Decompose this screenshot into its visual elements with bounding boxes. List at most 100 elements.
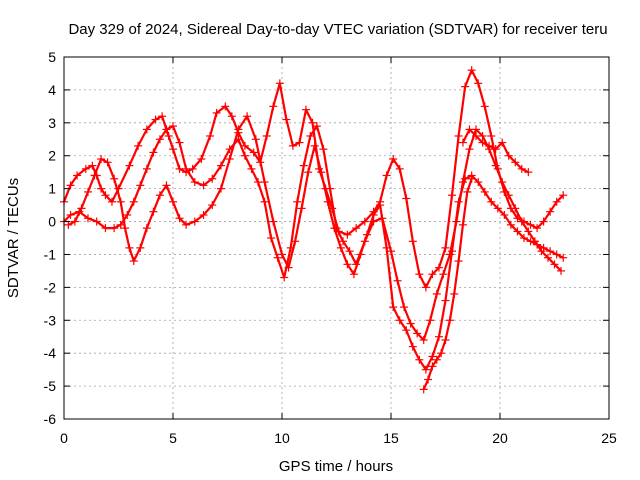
data-point-marker: [280, 273, 289, 282]
data-point-marker: [491, 161, 500, 170]
data-point-marker: [66, 210, 75, 219]
plot-frame: [63, 56, 610, 420]
data-point-marker: [81, 164, 90, 173]
data-point-marker: [199, 181, 208, 190]
data-point-marker: [498, 138, 507, 147]
data-point-marker: [336, 243, 345, 252]
data-point-marker: [116, 197, 125, 206]
data-point-marker: [421, 283, 430, 292]
data-point-marker: [389, 303, 398, 312]
data-point-marker: [524, 227, 533, 236]
data-point-marker: [243, 112, 252, 121]
data-point-marker: [151, 115, 160, 124]
data-point-marker: [526, 237, 535, 246]
y-tick-label: 2: [48, 148, 56, 164]
data-point-marker: [454, 197, 463, 206]
data-point-marker: [297, 204, 306, 213]
data-point-marker: [504, 191, 513, 200]
data-point-marker: [249, 148, 258, 157]
data-point-marker: [454, 257, 463, 266]
data-point-marker: [426, 316, 435, 325]
data-point-marker: [387, 247, 395, 256]
data-point-marker: [526, 220, 535, 229]
data-point-marker: [275, 79, 284, 88]
data-point-marker: [158, 112, 167, 121]
x-tick-label: 5: [169, 430, 177, 446]
data-point-marker: [273, 253, 282, 262]
data-point-marker: [467, 174, 476, 183]
data-point-marker: [474, 79, 483, 88]
data-point-marker: [546, 207, 555, 216]
data-point-marker: [389, 155, 398, 164]
data-point-marker: [306, 131, 315, 140]
data-point-marker: [175, 214, 184, 223]
data-point-marker: [260, 197, 269, 206]
data-point-marker: [428, 270, 437, 279]
data-point-marker: [487, 197, 496, 206]
x-tick-label: 20: [492, 430, 508, 446]
data-point-marker: [439, 270, 448, 279]
data-point-marker: [539, 243, 548, 252]
data-point-marker: [164, 131, 173, 140]
data-point-marker: [251, 135, 260, 144]
data-point-marker: [282, 115, 291, 124]
data-point-marker: [97, 155, 106, 164]
series-line-s3: [67, 115, 564, 371]
data-point-marker: [533, 224, 542, 233]
data-point-marker: [149, 148, 158, 157]
data-point-marker: [352, 224, 361, 233]
data-point-marker: [88, 161, 97, 170]
data-point-marker: [73, 171, 82, 180]
data-point-marker: [504, 151, 513, 160]
data-point-marker: [70, 217, 79, 226]
data-point-marker: [97, 184, 106, 193]
data-point-marker: [208, 174, 217, 183]
data-point-marker: [227, 112, 236, 121]
data-point-marker: [382, 243, 391, 252]
data-point-marker: [323, 197, 332, 206]
data-point-marker: [317, 168, 326, 177]
data-point-marker: [478, 138, 487, 147]
data-point-marker: [487, 131, 496, 140]
data-point-marker: [310, 141, 319, 150]
data-point-marker: [293, 197, 302, 206]
x-tick-label: 15: [383, 430, 399, 446]
data-point-marker: [216, 161, 225, 170]
data-point-marker: [330, 224, 339, 233]
data-point-marker: [393, 276, 402, 285]
data-point-marker: [356, 250, 365, 259]
data-point-marker: [400, 303, 409, 312]
y-tick-label: 0: [48, 214, 56, 230]
data-point-marker: [559, 253, 568, 262]
data-point-marker: [182, 220, 191, 229]
data-point-marker: [278, 250, 286, 259]
data-point-marker: [369, 210, 378, 219]
data-point-marker: [169, 197, 177, 206]
data-point-marker: [360, 217, 369, 226]
data-point-marker: [539, 217, 548, 226]
data-point-marker: [269, 217, 278, 226]
data-point-marker: [136, 181, 145, 190]
data-point-marker: [363, 230, 372, 239]
y-tick-label: -5: [44, 378, 57, 394]
data-point-marker: [129, 197, 138, 206]
data-point-marker: [308, 118, 317, 127]
data-point-marker: [123, 210, 132, 219]
y-tick-label: 4: [48, 82, 56, 98]
data-point-marker: [445, 316, 454, 325]
data-point-marker: [458, 220, 467, 229]
data-point-marker: [552, 250, 561, 259]
data-point-marker: [103, 158, 112, 167]
data-point-marker: [413, 329, 422, 338]
data-point-marker: [299, 161, 308, 170]
series-line-s2: [63, 125, 562, 342]
data-point-marker: [506, 220, 515, 229]
data-point-marker: [155, 135, 164, 144]
data-point-marker: [325, 184, 334, 193]
data-point-marker: [408, 237, 417, 246]
data-point-marker: [493, 204, 502, 213]
y-tick-label: 1: [48, 181, 56, 197]
data-point-marker: [419, 385, 428, 394]
data-point-marker: [312, 122, 321, 131]
data-point-marker: [543, 253, 552, 262]
